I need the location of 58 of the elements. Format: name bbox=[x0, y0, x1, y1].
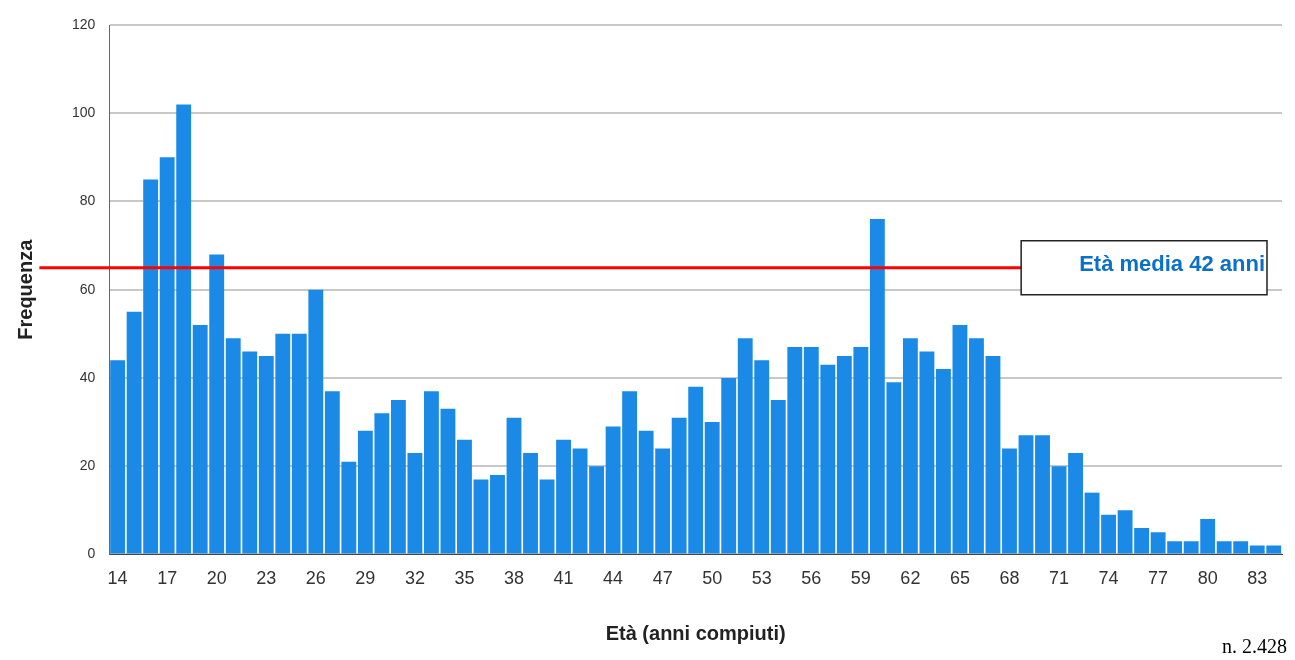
x-tick-label: 77 bbox=[1148, 568, 1169, 589]
text: n. 2.428 bbox=[1222, 635, 1287, 658]
x-tick-label: 80 bbox=[1197, 568, 1218, 589]
x-tick-label: 14 bbox=[107, 568, 128, 589]
x-tick-label: 59 bbox=[850, 568, 871, 589]
x-tick-label: 41 bbox=[553, 568, 574, 589]
bar bbox=[523, 452, 538, 554]
x-tick-label: 83 bbox=[1247, 568, 1268, 589]
bar bbox=[506, 417, 522, 554]
bar bbox=[539, 479, 555, 554]
bar bbox=[423, 391, 439, 554]
x-tick-label: 23 bbox=[256, 568, 277, 589]
bar bbox=[473, 479, 489, 554]
bar bbox=[572, 448, 588, 554]
x-tick-label: 74 bbox=[1098, 568, 1119, 589]
y-tick-label: 40 bbox=[79, 368, 96, 385]
bar bbox=[985, 355, 1001, 554]
bar bbox=[457, 439, 472, 554]
bar bbox=[1068, 452, 1083, 554]
y-tick-label: 20 bbox=[79, 457, 96, 474]
x-tick-label: 62 bbox=[900, 568, 921, 589]
x-tick-label: 47 bbox=[652, 568, 673, 589]
x-tick-label: 53 bbox=[751, 568, 772, 589]
bar bbox=[1035, 435, 1050, 554]
bar bbox=[490, 474, 505, 554]
y-tick-label: 120 bbox=[72, 15, 96, 32]
x-tick-label: 38 bbox=[503, 568, 525, 589]
x-tick-label: 29 bbox=[355, 568, 376, 589]
y-tick-label: 100 bbox=[72, 104, 96, 121]
bar bbox=[110, 360, 126, 554]
bar bbox=[1002, 448, 1017, 554]
x-axis-title: Età (anni compiuti) bbox=[605, 621, 786, 644]
x-tick-label: 44 bbox=[603, 568, 624, 589]
x-tick-label: 17 bbox=[157, 568, 178, 589]
y-axis-title: Frequenza bbox=[13, 238, 36, 340]
y-tick-label: 80 bbox=[79, 192, 96, 209]
x-tick-label: 68 bbox=[999, 568, 1020, 589]
ref-line-label: Età media 42 anni bbox=[1079, 250, 1265, 276]
bar bbox=[1018, 435, 1034, 554]
bar bbox=[589, 466, 605, 554]
bar bbox=[1051, 466, 1067, 554]
y-tick-label: 60 bbox=[79, 280, 96, 297]
x-tick-label: 32 bbox=[404, 568, 425, 589]
x-tick-label: 50 bbox=[702, 568, 723, 589]
bar bbox=[935, 369, 951, 554]
bar bbox=[440, 408, 456, 554]
x-tick-label: 35 bbox=[454, 568, 475, 589]
bar bbox=[952, 324, 968, 554]
bar bbox=[969, 338, 984, 554]
x-tick-label: 20 bbox=[206, 568, 227, 589]
x-tick-label: 26 bbox=[305, 568, 326, 589]
x-tick-label: 71 bbox=[1049, 568, 1070, 589]
x-tick-label: 65 bbox=[949, 568, 970, 589]
x-tick-label: 56 bbox=[801, 568, 822, 589]
bar bbox=[1101, 514, 1117, 554]
bar bbox=[1084, 492, 1100, 554]
y-tick-label: 0 bbox=[87, 545, 96, 562]
bar bbox=[556, 439, 571, 554]
